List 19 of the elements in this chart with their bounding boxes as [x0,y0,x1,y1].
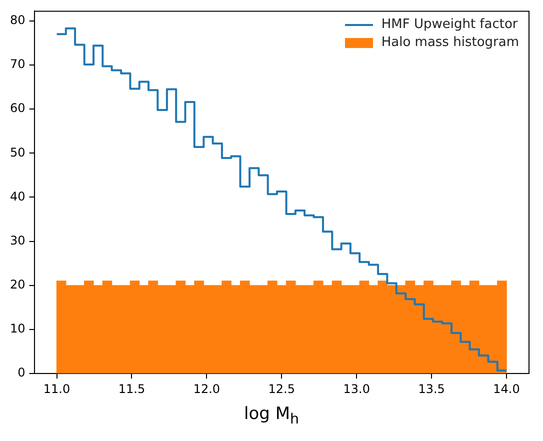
x-axis-title: log M$_{h}$ [243,404,300,428]
y-tick-label: 70 [10,57,26,72]
y-tick-label: 20 [10,278,26,292]
x-tick-label: 12.0 [193,382,220,396]
x-tick-label: 13.0 [343,382,370,396]
y-tick-label: 80 [10,13,26,28]
x-tick-label: 13.5 [418,382,445,396]
y-tick-label: 50 [10,145,26,160]
y-tick-label: 40 [10,189,26,204]
legend-label: Halo mass histogram [381,35,519,50]
y-tick-label: 0 [18,366,26,380]
x-tick-label: 11.0 [43,382,70,396]
x-tick-label: 14.0 [493,382,520,396]
y-tick-label: 60 [10,101,26,116]
y-tick-label: 30 [10,233,26,248]
x-tick-label: 12.5 [268,382,295,396]
x-tick-label: 11.5 [118,382,146,396]
y-tick-label: 10 [10,322,26,336]
legend-label: HMF Upweight factor [381,17,518,32]
